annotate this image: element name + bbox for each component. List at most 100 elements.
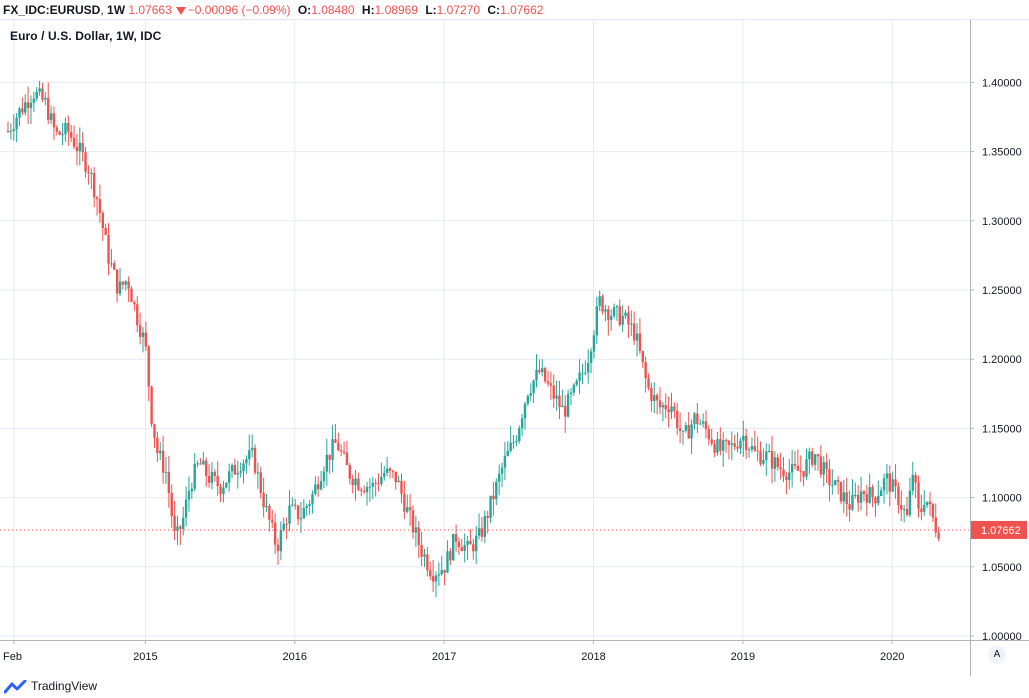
candle	[925, 501, 929, 508]
candle-body	[460, 547, 464, 551]
high-label: H:	[361, 3, 375, 17]
candle	[575, 378, 578, 387]
candle	[627, 305, 630, 338]
candle-body	[81, 142, 84, 153]
candle	[630, 310, 633, 337]
candle-body	[914, 474, 917, 483]
candle	[374, 478, 377, 497]
candle-body	[87, 171, 90, 174]
candle-body	[704, 421, 708, 430]
candle-body	[871, 487, 874, 498]
candle-body	[480, 528, 484, 537]
candle-body	[839, 481, 843, 502]
candle-body	[842, 492, 846, 502]
candle-body	[595, 306, 599, 336]
candle	[285, 517, 288, 540]
candle-body	[477, 528, 481, 536]
candle-body	[716, 439, 719, 453]
candle	[549, 371, 553, 400]
candle	[446, 540, 449, 573]
candle-body	[113, 263, 116, 270]
candle-body	[18, 108, 21, 118]
candle	[902, 504, 906, 523]
candle-body	[753, 445, 756, 451]
candle	[736, 432, 739, 453]
candle	[587, 349, 590, 384]
candle	[813, 454, 817, 471]
candle	[331, 425, 334, 473]
candle	[127, 276, 130, 302]
candle	[529, 383, 532, 402]
candle	[506, 440, 509, 457]
auto-scale-button[interactable]: A	[988, 646, 1006, 664]
candle	[325, 438, 329, 487]
candle-body	[67, 122, 70, 132]
candle	[239, 462, 242, 478]
candle	[138, 312, 142, 345]
candle	[52, 106, 56, 141]
candle	[230, 463, 234, 479]
candle	[834, 479, 837, 486]
candle	[311, 490, 314, 514]
candle-body	[193, 463, 196, 489]
price-tick-label: 1.40000	[982, 77, 1022, 89]
candle	[716, 431, 719, 456]
candle-body	[865, 494, 869, 503]
candle	[497, 464, 501, 496]
candle-body	[49, 113, 53, 121]
candle	[95, 195, 99, 216]
candle-body	[207, 475, 211, 483]
candle	[802, 471, 805, 487]
candle-body	[555, 395, 558, 399]
candle	[391, 469, 395, 479]
interval-label[interactable]: 1W	[107, 3, 126, 17]
candle	[520, 413, 524, 437]
candle	[365, 481, 369, 506]
candle-body	[742, 435, 745, 441]
candle-body	[32, 98, 36, 103]
candle	[271, 509, 274, 529]
candle	[713, 439, 716, 458]
candle	[437, 562, 441, 586]
candle	[532, 379, 535, 404]
candle-body	[259, 472, 262, 493]
candle	[406, 494, 409, 514]
candle	[454, 524, 458, 552]
candle-body	[615, 306, 619, 308]
candle-body	[612, 307, 616, 317]
candle	[98, 184, 102, 223]
candle	[483, 510, 486, 544]
candle	[179, 525, 182, 546]
footer-brand[interactable]: TradingView	[3, 676, 97, 696]
candle-body	[357, 478, 360, 490]
candle-body	[44, 97, 47, 100]
candle-body	[790, 463, 794, 473]
candle	[931, 502, 935, 523]
candle	[828, 459, 831, 502]
candle-body	[236, 472, 239, 475]
candle	[250, 434, 254, 458]
candle-body	[173, 516, 176, 531]
candle	[742, 420, 745, 457]
candle	[788, 458, 791, 490]
candle-body	[452, 534, 455, 561]
candle	[618, 299, 621, 327]
candle-body	[52, 113, 56, 128]
candle	[440, 555, 443, 576]
candle-body	[851, 495, 854, 510]
candle-body	[681, 430, 685, 432]
candle-body	[644, 362, 647, 379]
symbol-name[interactable]: FX_IDC:EURUSD	[3, 3, 101, 17]
price-change: −0.00096 (−0.09%)	[187, 3, 291, 17]
candle-body	[900, 505, 903, 510]
candle-body	[897, 486, 900, 506]
candle-body	[15, 117, 18, 130]
candle-body	[6, 130, 10, 132]
candle-body	[767, 450, 771, 452]
candle-body	[503, 455, 507, 468]
time-tick-label: 2017	[432, 651, 456, 663]
candle-body	[756, 450, 759, 452]
candle-body	[230, 464, 234, 472]
candle-body	[150, 386, 153, 425]
price-chart[interactable]: 1.00000 1.05000 1.10000 1.15000 1.20000 1.250…	[0, 20, 1029, 676]
